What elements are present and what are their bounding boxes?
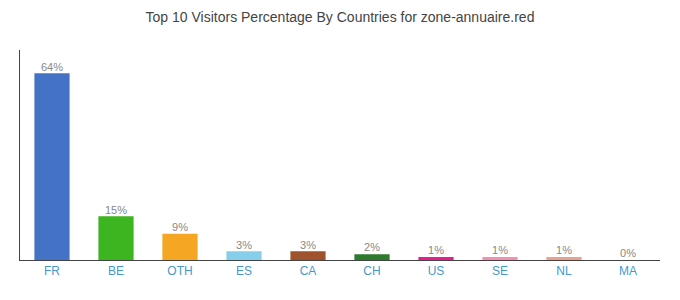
- svg-text:FR: FR: [44, 264, 60, 278]
- svg-text:1%: 1%: [428, 244, 444, 256]
- svg-text:9%: 9%: [172, 221, 188, 233]
- svg-text:0%: 0%: [620, 247, 636, 259]
- svg-text:US: US: [428, 264, 445, 278]
- svg-text:15%: 15%: [105, 204, 127, 216]
- svg-text:2%: 2%: [364, 241, 380, 253]
- svg-text:MA: MA: [619, 264, 637, 278]
- svg-text:64%: 64%: [41, 61, 63, 73]
- svg-text:ES: ES: [236, 264, 252, 278]
- svg-text:3%: 3%: [236, 239, 252, 251]
- svg-text:OTH: OTH: [167, 264, 192, 278]
- svg-text:CH: CH: [363, 264, 380, 278]
- svg-text:CA: CA: [300, 264, 317, 278]
- svg-text:1%: 1%: [556, 244, 572, 256]
- svg-text:Top 10 Visitors Percentage By: Top 10 Visitors Percentage By Countries …: [146, 9, 535, 25]
- svg-text:BE: BE: [108, 264, 124, 278]
- svg-text:3%: 3%: [300, 239, 316, 251]
- svg-text:1%: 1%: [492, 244, 508, 256]
- svg-text:NL: NL: [556, 264, 572, 278]
- svg-text:SE: SE: [492, 264, 508, 278]
